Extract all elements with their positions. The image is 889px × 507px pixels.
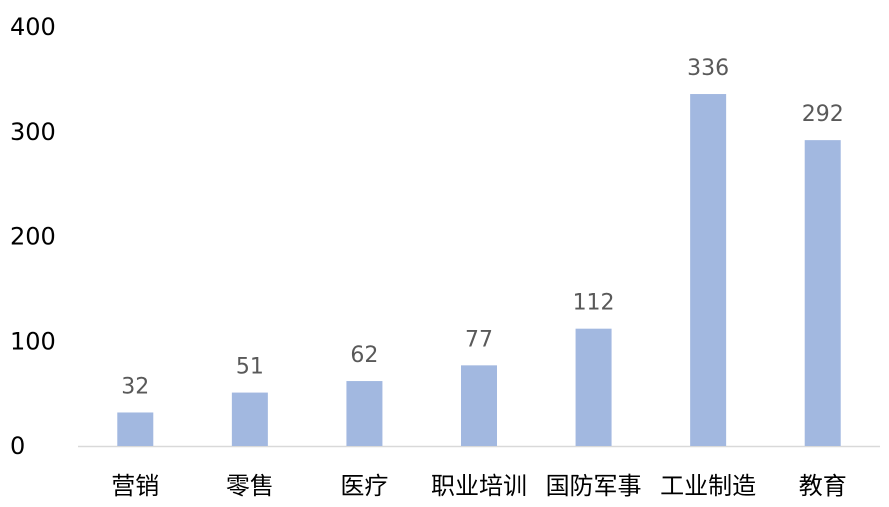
- bar: [804, 140, 841, 446]
- data-label: 62: [350, 343, 378, 368]
- y-tick-label: 300: [10, 118, 56, 146]
- data-label: 292: [802, 102, 844, 127]
- x-tick-label: 职业培训: [431, 472, 527, 500]
- data-label: 32: [121, 374, 149, 399]
- data-label: 112: [573, 291, 615, 316]
- y-tick-label: 400: [10, 13, 56, 41]
- x-tick-label: 教育: [799, 472, 847, 500]
- bar: [690, 94, 727, 446]
- x-axis: 营销 零售 医疗 职业培训 国防军事 工业制造 教育: [111, 472, 846, 500]
- y-axis: 0 100 200 300 400: [10, 13, 56, 460]
- bar: [231, 392, 268, 446]
- y-tick-label: 200: [10, 223, 56, 251]
- x-tick-label: 医疗: [340, 472, 388, 500]
- data-label: 336: [687, 56, 729, 81]
- x-tick-label: 工业制造: [660, 472, 756, 500]
- data-label: 77: [465, 327, 493, 352]
- bar: [461, 365, 497, 446]
- data-label: 51: [236, 355, 264, 380]
- data-labels: 32 51 62 77 112 336 292: [121, 56, 843, 399]
- y-tick-label: 0: [10, 432, 25, 460]
- y-tick-label: 100: [10, 327, 56, 355]
- bar: [117, 412, 154, 446]
- x-tick-label: 国防军事: [546, 472, 642, 500]
- bars: [117, 94, 841, 446]
- bar: [346, 381, 383, 446]
- x-tick-label: 零售: [226, 472, 274, 500]
- x-tick-label: 营销: [111, 472, 159, 500]
- bar: [575, 328, 612, 446]
